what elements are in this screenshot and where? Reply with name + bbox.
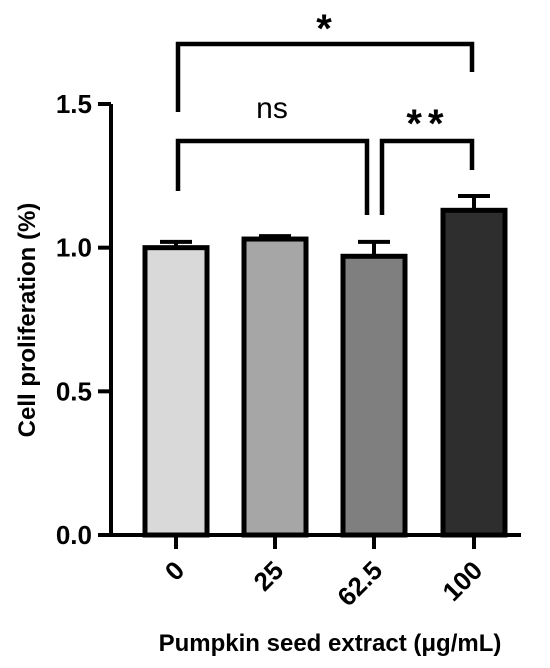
bars-layer <box>142 207 508 538</box>
x-tick-label: 25 <box>248 555 290 597</box>
y-axis-title: Cell proliferation (%) <box>14 203 41 438</box>
y-tick-label: 0.5 <box>56 376 92 406</box>
x-axis-title: Pumpkin seed extract (μg/mL) <box>159 630 502 657</box>
significance-brackets-layer: ns *** <box>175 7 475 215</box>
significance-bracket-0-100 <box>175 41 475 112</box>
y-tick-label: 0.0 <box>56 520 92 550</box>
bar-62.5 <box>340 253 408 538</box>
x-tick-label: 0 <box>159 555 190 586</box>
bar-100 <box>440 207 508 538</box>
significance-label: * <box>316 7 332 51</box>
significance-bracket-62.5-100 <box>379 138 475 215</box>
y-tick-label: 1.0 <box>56 233 92 263</box>
y-tick-label: 1.5 <box>56 89 92 119</box>
x-ticks-layer: 0 25 62.5 100 <box>159 535 488 612</box>
x-tick-label: 100 <box>436 555 488 607</box>
significance-label: ns <box>256 92 288 125</box>
bar-0 <box>142 245 210 538</box>
error-bars-layer <box>160 193 490 257</box>
significance-label: ** <box>406 102 449 146</box>
x-tick-label: 62.5 <box>331 555 388 612</box>
bar-25 <box>241 236 309 538</box>
y-ticks-layer: 0.0 0.5 1.0 1.5 <box>56 89 111 550</box>
significance-bracket-0-62.5 <box>175 138 370 215</box>
